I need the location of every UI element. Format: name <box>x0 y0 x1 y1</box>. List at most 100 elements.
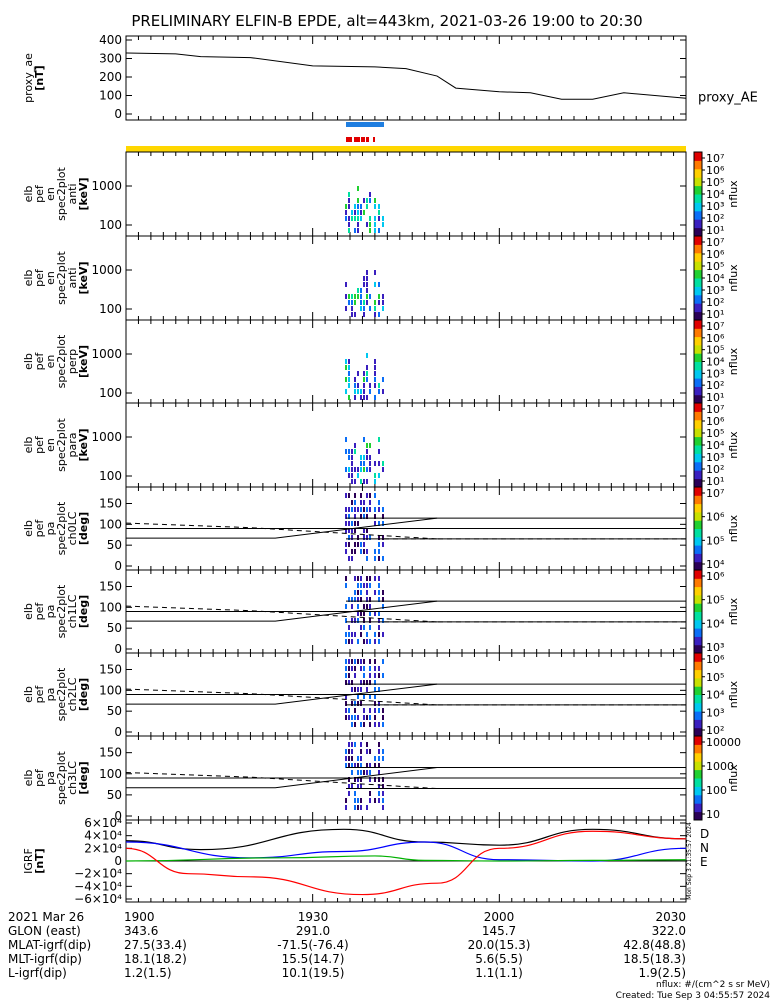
colorbar-segment <box>694 252 702 262</box>
spectrogram-cell <box>357 763 359 768</box>
spectrogram-cell <box>374 722 376 727</box>
colorbar-segment <box>694 303 702 313</box>
spectrogram-cell <box>363 312 365 317</box>
spectrogram-cell <box>354 542 356 547</box>
y-tick-label: 50 <box>107 538 122 552</box>
spectrogram-cell <box>378 521 380 526</box>
colorbar-segment <box>694 411 702 421</box>
spectrogram-cell <box>354 791 356 796</box>
y-tick-label: 200 <box>99 70 122 84</box>
spectrogram-cell <box>345 521 347 526</box>
spectrogram-cell <box>345 294 347 299</box>
spectrogram-cell <box>382 300 384 305</box>
spectrogram-cell <box>378 383 380 388</box>
spectrogram-cell <box>360 288 362 293</box>
spectrogram-cell <box>363 479 365 484</box>
spectrogram-cell <box>366 680 368 685</box>
spectrogram-cell <box>369 791 371 796</box>
footer-value: 18.1(18.2) <box>124 952 187 966</box>
spectrogram-cell <box>374 763 376 768</box>
colorbar-label: nflux <box>727 680 740 708</box>
spectrogram-cell <box>354 632 356 637</box>
spectrogram-cell <box>360 216 362 221</box>
colorbar-segment <box>694 445 702 454</box>
spectrogram-cell <box>363 383 365 388</box>
spectrogram-cell <box>382 222 384 227</box>
y-axis-label: pef <box>33 768 46 787</box>
spectrogram-cell <box>360 742 362 747</box>
y-axis-label: pef <box>33 352 46 371</box>
spectrogram-cell <box>348 742 350 747</box>
colorbar-tick-label: 10⁴ <box>706 272 725 285</box>
spectrogram-cell <box>354 294 356 299</box>
spectrogram-cell <box>354 576 356 581</box>
spectrogram-cell <box>378 611 380 616</box>
y-axis-label: proxy_ae <box>22 53 35 103</box>
spectrogram-cell <box>378 204 380 209</box>
spectrogram-cell <box>345 680 347 685</box>
y-axis-label: elb <box>22 353 35 370</box>
spectrogram-cell <box>363 300 365 305</box>
spectrogram-cell <box>378 549 380 554</box>
spectrogram-cell <box>345 514 347 519</box>
spectrogram-cell <box>366 288 368 293</box>
spectrogram-cell <box>354 204 356 209</box>
colorbar-tick-label: 10⁵ <box>706 427 724 440</box>
spectrogram-cell <box>382 507 384 512</box>
spectrogram-cell <box>366 507 368 512</box>
colorbar-tick-label: 10⁴ <box>706 439 725 452</box>
spectrogram-cell <box>348 371 350 376</box>
spectrogram-cell <box>354 805 356 810</box>
colorbar-segment <box>694 761 702 771</box>
y-tick-label: 6×10⁴ <box>84 816 122 830</box>
footer-row-label: MLAT-igrf(dip) <box>8 938 91 952</box>
spectrogram-cell <box>345 694 347 699</box>
y-tick-label: 400 <box>99 33 122 47</box>
footer-row-label: L-igrf(dip) <box>8 966 67 980</box>
spectrogram-cell <box>378 312 380 317</box>
spectrogram-cell <box>345 210 347 215</box>
spectrogram-cell <box>363 377 365 382</box>
spectrogram-cell <box>360 632 362 637</box>
spectrogram-cell <box>360 722 362 727</box>
spectrogram-cell <box>354 377 356 382</box>
spectrogram-cell <box>351 659 353 664</box>
spectrogram-cell <box>345 542 347 547</box>
colorbar-segment <box>694 386 702 396</box>
spectrogram-cell <box>363 659 365 664</box>
igrf-legend-label: E <box>700 855 708 869</box>
spectrogram-cell <box>369 618 371 623</box>
igrf-n-line <box>125 841 687 862</box>
spectrogram-cell <box>354 708 356 713</box>
loss-cone-line <box>126 517 438 539</box>
spectrogram-cell <box>354 722 356 727</box>
fast-survey-mark <box>366 137 369 142</box>
spectrogram-cell <box>382 216 384 221</box>
colorbar-tick-label: 10³ <box>706 200 724 213</box>
y-axis-label: [keV] <box>77 261 90 294</box>
footer-value: 2030 <box>655 910 686 924</box>
y-axis-label: pa <box>44 771 57 785</box>
spectrogram-cell <box>382 673 384 678</box>
spectrogram-cell <box>382 784 384 789</box>
spectrogram-cell <box>345 805 347 810</box>
y-axis-label: en <box>44 438 57 452</box>
spectrogram-cell <box>357 210 359 215</box>
y-tick-label: 100 <box>99 469 122 483</box>
footer-value: -71.5(-76.4) <box>277 938 348 952</box>
colorbar-tick-label: 100 <box>706 784 727 797</box>
spectrogram-cell <box>360 204 362 209</box>
colorbar-segment <box>694 536 702 546</box>
colorbar-segment <box>694 219 702 229</box>
spectrogram-cell <box>374 632 376 637</box>
colorbar-tick-label: 10⁷ <box>706 236 724 249</box>
spectrogram-cell <box>363 618 365 623</box>
colorbar-tick-label: 10⁵ <box>706 344 724 357</box>
colorbar-tick-label: 10⁴ <box>706 689 725 702</box>
spectrogram-cell <box>357 659 359 664</box>
colorbar-segment <box>694 294 702 304</box>
spectrogram-cell <box>366 770 368 775</box>
panel-frame <box>125 402 687 488</box>
spectrogram-cell <box>369 604 371 609</box>
spectrogram-cell <box>366 198 368 203</box>
